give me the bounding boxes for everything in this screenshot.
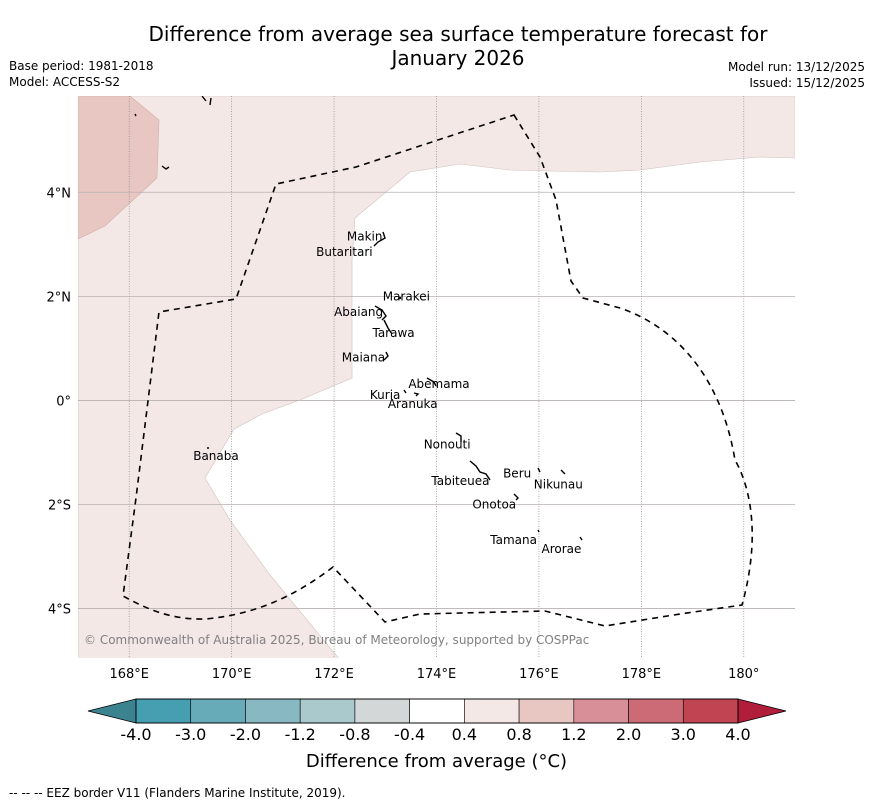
meta-right: Model run: 13/12/2025 Issued: 15/12/2025 [728,59,865,91]
lon-tick-label: 180° [728,667,759,682]
colorbar-tick-label: 0.8 [506,725,531,744]
place-label: Tabiteuea [430,474,489,488]
island-marks [134,96,583,541]
colorbar-tick-label: -3.0 [175,725,206,744]
lon-tick-label: 172°E [314,667,354,682]
place-label: Abemama [408,377,469,391]
base-period: Base period: 1981-2018 [9,59,154,73]
model-run: Model run: 13/12/2025 [727,60,865,74]
place-label: Nonouti [424,438,471,452]
place-label: Butaritari [316,245,373,259]
lat-tick-label: 4°S [48,603,71,618]
place-label: Aranuka [388,397,438,411]
colorbar-tick-label: -0.8 [339,725,370,744]
colorbar-over-arrow [737,698,787,724]
colorbar-tick-label: 0.4 [452,725,477,744]
colorbar-tick-label: 4.0 [725,725,750,744]
colorbar-tick-label: -0.4 [394,725,425,744]
map-title: Difference from average sea surface temp… [100,22,816,70]
colorbar-segment [573,698,629,724]
colorbar-under-arrow [87,698,137,724]
colorbar-segment [464,698,520,724]
title-line-2: January 2026 [391,46,525,70]
issued-date: Issued: 15/12/2025 [749,76,865,90]
place-label: Maiana [342,351,385,365]
anomaly-region-0.4-0.8 [78,96,795,658]
lon-tick-label: 174°E [417,667,457,682]
colorbar-segment [135,698,192,724]
lon-tick-label: 168°E [109,667,149,682]
place-label: Nikunau [534,478,583,492]
place-label: Tarawa [371,326,414,340]
colorbar-segment [245,698,301,724]
eez-footnote: -- -- -- EEZ border V11 (Flanders Marine… [9,786,346,800]
colorbar-tick-label: -4.0 [120,725,151,744]
colorbar-segment [299,698,356,724]
place-label: Tamana [489,533,537,547]
lat-tick-label: 2°S [48,498,71,513]
colorbar-tick-label: 2.0 [616,725,641,744]
axis-labels: 168°E 170°E 172°E 174°E 176°E 178°E 180° 4°N 2°N… [47,186,760,682]
colorbar-segment [354,698,410,724]
colorbar-segment [628,698,684,724]
place-label: Onotoa [472,497,516,511]
colorbar-tick-label: -1.2 [285,725,316,744]
banaba-marker [207,447,209,449]
lon-tick-label: 170°E [212,667,252,682]
lat-tick-label: 2°N [47,290,72,305]
model-name: Model: ACCESS-S2 [9,75,121,89]
lon-tick-label: 176°E [519,667,559,682]
colorbar-segment [518,698,575,724]
colorbar-outline [135,698,739,724]
place-label: Arorae [541,542,581,556]
islands [134,96,583,541]
colorbar-tick-label: 3.0 [671,725,696,744]
gridlines [78,96,795,658]
colorbar-segment [409,698,465,724]
meta-left: Base period: 1981-2018 Model: ACCESS-S2 [9,58,154,90]
colorbar-title: Difference from average (°C) [305,751,568,772]
eez-border [122,114,753,627]
place-label: Beru [503,466,531,480]
place-label: Banaba [193,449,239,463]
colorbar-segment [190,698,246,724]
place-label: Makin [347,230,383,244]
marakei-marker [398,296,402,300]
place-label: Abaiang [334,305,383,319]
colorbar-segment [682,698,739,724]
colorbar-tick-label: -2.0 [230,725,261,744]
lat-tick-label: 0° [56,394,71,409]
title-line-1: Difference from average sea surface temp… [148,22,768,46]
anomaly-region-0.8-1.2 [78,96,160,240]
place-label: Marakei [383,289,430,303]
lat-tick-label: 4°N [47,186,72,201]
colorbar-tick-label: 1.2 [561,725,586,744]
colorbar: -4.0 -3.0 -2.0 -1.2 -0.8 -0.4 0.4 0.8 1.2 2.0 3.0 4… [87,698,787,744]
copyright-credit: © Commonwealth of Australia 2025, Bureau… [84,633,589,647]
lon-tick-label: 178°E [622,667,662,682]
place-label: Kuria [370,388,401,402]
